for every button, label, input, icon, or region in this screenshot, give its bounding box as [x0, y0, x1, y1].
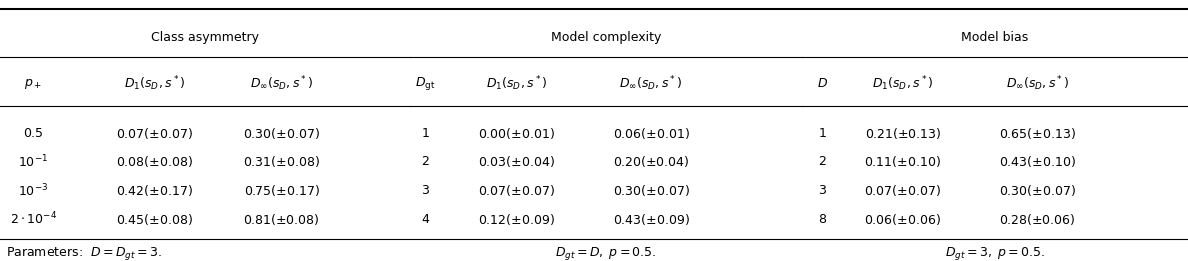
Text: $0.06(\pm 0.01)$: $0.06(\pm 0.01)$ — [613, 126, 689, 141]
Text: $0.5$: $0.5$ — [23, 127, 44, 140]
Text: $0.42(\pm 0.17)$: $0.42(\pm 0.17)$ — [116, 183, 192, 198]
Text: $0.07(\pm 0.07)$: $0.07(\pm 0.07)$ — [479, 183, 555, 198]
Text: $0.31(\pm 0.08)$: $0.31(\pm 0.08)$ — [244, 154, 320, 169]
Text: $1$: $1$ — [817, 127, 827, 140]
Text: $D$: $D$ — [816, 77, 828, 90]
Text: $0.07(\pm 0.07)$: $0.07(\pm 0.07)$ — [116, 126, 192, 141]
Text: $D_\infty(s_D, s^*)$: $D_\infty(s_D, s^*)$ — [1005, 74, 1069, 93]
Text: Model complexity: Model complexity — [551, 31, 661, 44]
Text: $0.81(\pm 0.08)$: $0.81(\pm 0.08)$ — [244, 212, 320, 227]
Text: $8$: $8$ — [817, 213, 827, 226]
Text: $0.28(\pm 0.06)$: $0.28(\pm 0.06)$ — [999, 212, 1075, 227]
Text: $0.07(\pm 0.07)$: $0.07(\pm 0.07)$ — [865, 183, 941, 198]
Text: $D_1(s_D, s^*)$: $D_1(s_D, s^*)$ — [872, 74, 934, 93]
Text: $2$: $2$ — [817, 155, 827, 168]
Text: $1$: $1$ — [421, 127, 430, 140]
Text: $0.30(\pm 0.07)$: $0.30(\pm 0.07)$ — [613, 183, 689, 198]
Text: $0.75(\pm 0.17)$: $0.75(\pm 0.17)$ — [244, 183, 320, 198]
Text: $2$: $2$ — [421, 155, 430, 168]
Text: $0.06(\pm 0.06)$: $0.06(\pm 0.06)$ — [865, 212, 941, 227]
Text: $2 \cdot 10^{-4}$: $2 \cdot 10^{-4}$ — [10, 211, 57, 228]
Text: $0.11(\pm 0.10)$: $0.11(\pm 0.10)$ — [865, 154, 941, 169]
Text: $4$: $4$ — [421, 213, 430, 226]
Text: $D_\infty(s_D, s^*)$: $D_\infty(s_D, s^*)$ — [249, 74, 314, 93]
Text: $D_\infty(s_D, s^*)$: $D_\infty(s_D, s^*)$ — [619, 74, 683, 93]
Text: $D_1(s_D, s^*)$: $D_1(s_D, s^*)$ — [124, 74, 185, 93]
Text: $D_{\mathrm{gt}}$: $D_{\mathrm{gt}}$ — [415, 75, 436, 92]
Text: $0.30(\pm 0.07)$: $0.30(\pm 0.07)$ — [999, 183, 1075, 198]
Text: $0.43(\pm 0.09)$: $0.43(\pm 0.09)$ — [613, 212, 689, 227]
Text: $3$: $3$ — [421, 184, 430, 197]
Text: $10^{-3}$: $10^{-3}$ — [18, 182, 49, 199]
Text: $D_{gt} = D,\; p = 0.5$.: $D_{gt} = D,\; p = 0.5$. — [555, 245, 657, 261]
Text: $p_+$: $p_+$ — [24, 76, 43, 91]
Text: $0.20(\pm 0.04)$: $0.20(\pm 0.04)$ — [613, 154, 689, 169]
Text: $D_1(s_D, s^*)$: $D_1(s_D, s^*)$ — [486, 74, 548, 93]
Text: $0.65(\pm 0.13)$: $0.65(\pm 0.13)$ — [999, 126, 1075, 141]
Text: $0.03(\pm 0.04)$: $0.03(\pm 0.04)$ — [479, 154, 555, 169]
Text: $D_{gt} = 3,\; p = 0.5$.: $D_{gt} = 3,\; p = 0.5$. — [944, 245, 1045, 261]
Text: Parameters:  $D = D_{gt} = 3$.: Parameters: $D = D_{gt} = 3$. — [6, 245, 162, 261]
Text: $0.21(\pm 0.13)$: $0.21(\pm 0.13)$ — [865, 126, 941, 141]
Text: Model bias: Model bias — [961, 31, 1029, 44]
Text: $0.45(\pm 0.08)$: $0.45(\pm 0.08)$ — [116, 212, 192, 227]
Text: $3$: $3$ — [817, 184, 827, 197]
Text: Class asymmetry: Class asymmetry — [151, 31, 259, 44]
Text: $0.12(\pm 0.09)$: $0.12(\pm 0.09)$ — [479, 212, 555, 227]
Text: $0.00(\pm 0.01)$: $0.00(\pm 0.01)$ — [479, 126, 555, 141]
Text: $0.30(\pm 0.07)$: $0.30(\pm 0.07)$ — [244, 126, 320, 141]
Text: $0.43(\pm 0.10)$: $0.43(\pm 0.10)$ — [999, 154, 1075, 169]
Text: $0.08(\pm 0.08)$: $0.08(\pm 0.08)$ — [116, 154, 192, 169]
Text: $10^{-1}$: $10^{-1}$ — [18, 153, 49, 170]
